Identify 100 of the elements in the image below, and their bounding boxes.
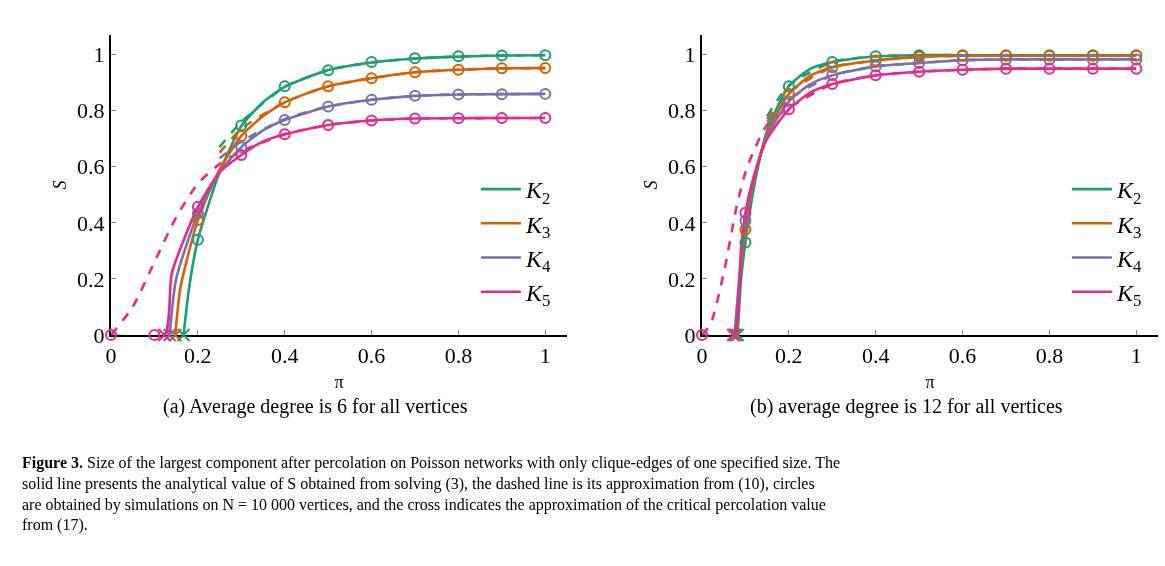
point (409, 89, 421, 102)
point (539, 87, 552, 100)
point (452, 63, 465, 76)
point (1000, 62, 1012, 75)
y-tick-label: 0.4 (668, 210, 696, 236)
point (452, 88, 465, 101)
point (235, 119, 248, 132)
point (1086, 62, 1099, 75)
point (739, 223, 752, 236)
point (105, 329, 117, 341)
y-tick-label: 0.8 (668, 98, 696, 124)
x-tick-label: 1 (539, 343, 551, 369)
y-tick-label: 0.8 (77, 98, 105, 124)
point (495, 62, 508, 75)
point (278, 113, 291, 126)
point (539, 111, 552, 124)
x-tick-label: 0.6 (357, 343, 386, 369)
y-tick-label: 0.4 (77, 210, 105, 236)
point (869, 60, 882, 73)
y-tick-label: 0.6 (668, 154, 696, 180)
point (782, 95, 795, 108)
point (869, 69, 882, 82)
x-tick-label: 1 (1130, 343, 1142, 369)
point (1000, 53, 1012, 66)
point (191, 214, 204, 227)
point (956, 63, 969, 76)
point (235, 149, 248, 161)
y-tick-label: 1 (93, 42, 105, 68)
text: (a) Average degree is 6 for all vertices (163, 395, 468, 418)
x-tick-label: 0.6 (948, 343, 977, 369)
point (739, 236, 752, 249)
x-tick-label: 0.8 (444, 343, 473, 369)
point (495, 49, 508, 62)
y-tick-label: 0.2 (77, 266, 105, 292)
point (539, 49, 552, 62)
x-axis-title: π (925, 372, 935, 392)
y-axis-title: S (640, 180, 661, 190)
point (696, 329, 708, 341)
x-tick-label: 0.4 (861, 343, 890, 369)
point (869, 54, 882, 67)
point (782, 80, 795, 93)
legend-label: K$_{5}$ (524, 280, 551, 311)
point (191, 207, 204, 220)
point (1130, 53, 1143, 66)
point (365, 93, 378, 106)
point (176, 328, 191, 342)
point (1086, 53, 1099, 66)
point (157, 328, 172, 342)
y-tick-label: 0.2 (668, 266, 696, 292)
point (495, 111, 508, 124)
y-tick-label: 0 (684, 322, 696, 348)
legend-label: K$_{3}$ (1115, 211, 1142, 242)
x-tick-label: 0.4 (270, 343, 299, 369)
legend-label: K$_{2}$ (524, 177, 551, 208)
point (495, 88, 508, 101)
y-tick-label: 1 (684, 42, 696, 68)
point (278, 128, 291, 141)
point (1043, 53, 1056, 66)
point (409, 112, 421, 125)
point (452, 50, 465, 63)
point (148, 329, 161, 341)
point (365, 114, 378, 127)
point (235, 141, 248, 154)
point (322, 100, 335, 113)
text: (b) average degree is 12 for all vertices (750, 395, 1063, 418)
legend-label: K$_{4}$ (524, 245, 551, 276)
legend-label: K$_{2}$ (1115, 177, 1142, 208)
legend-label: K$_{4}$ (1115, 245, 1142, 276)
point (913, 57, 926, 70)
point (826, 69, 839, 82)
caption: Figure 3. Size of the largest component after percolation on Poisson networks with only clique-edges of one specified size. The solid line presents the analytical value of S obtained from solving (3), the dashed line is its approximation from (10), circles are obtained by simulations on N = 10 000 vertices, and the cross indicates the approximation of the critical percolation value from (17). (22, 454, 841, 535)
point (162, 328, 177, 342)
x-tick-label: 0.8 (1035, 343, 1064, 369)
point (739, 214, 752, 227)
point (739, 206, 752, 219)
point (191, 200, 204, 213)
point (782, 103, 795, 116)
y-tick-label: 0.6 (77, 154, 105, 180)
point (235, 129, 248, 142)
x-axis-title: π (334, 372, 344, 392)
point (782, 87, 795, 100)
point (409, 66, 421, 79)
point (539, 62, 552, 75)
point (826, 55, 839, 68)
point (322, 64, 335, 77)
point (278, 80, 291, 93)
point (452, 112, 465, 125)
y-tick-label: 0 (93, 322, 105, 348)
x-tick-label: 0.2 (775, 343, 803, 369)
x-tick-label: 0.2 (184, 343, 212, 369)
point (278, 96, 291, 109)
point (322, 80, 335, 93)
point (1043, 62, 1056, 75)
point (913, 65, 926, 78)
legend-label: K$_{3}$ (524, 211, 551, 242)
point (956, 54, 969, 67)
point (826, 61, 839, 74)
y-axis-title: S (49, 180, 70, 190)
point (168, 328, 183, 342)
point (869, 50, 882, 63)
